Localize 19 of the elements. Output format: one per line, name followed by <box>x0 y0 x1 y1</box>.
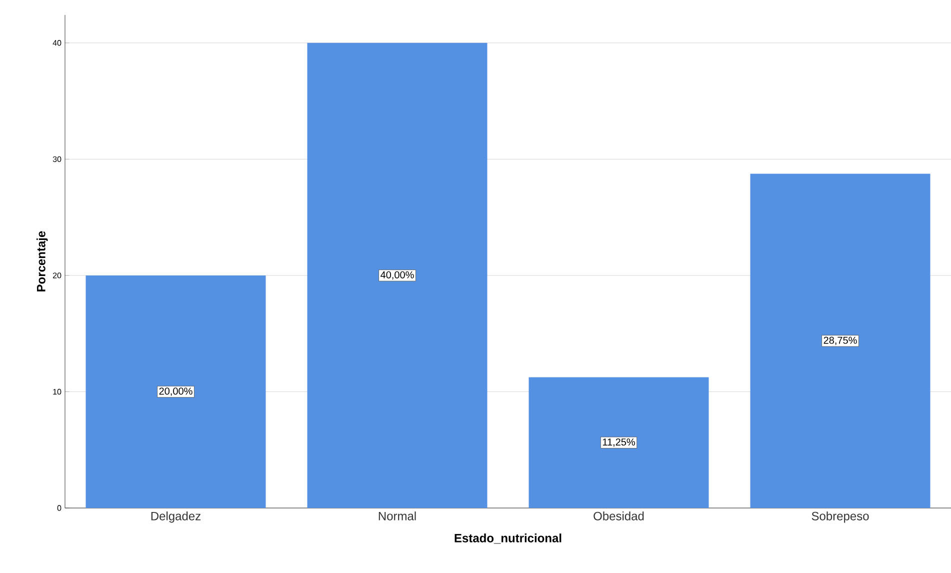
data-label: 11,25% <box>602 438 635 447</box>
bar <box>528 377 709 508</box>
y-tick-label: 30 <box>52 156 62 162</box>
data-label: 20,00% <box>159 388 192 396</box>
y-tick-label: 10 <box>53 388 62 395</box>
x-axis-title: Estado_nutricional <box>454 534 562 544</box>
bar <box>86 275 266 508</box>
bar <box>750 174 930 508</box>
x-tick-label: Normal <box>378 512 416 520</box>
data-label: 28,75% <box>824 336 857 345</box>
y-tick-label: 20 <box>52 272 62 278</box>
y-axis-title: Porcentaje <box>36 231 48 292</box>
y-tick-label: 40 <box>52 40 62 46</box>
x-tick-label: Obesidad <box>594 512 644 520</box>
y-tick-label: 0 <box>57 505 62 511</box>
x-tick-label: Sobrepeso <box>812 512 869 523</box>
x-tick-label: Delgadez <box>151 512 200 523</box>
data-label: 40,00% <box>380 271 414 280</box>
bar <box>307 42 488 508</box>
